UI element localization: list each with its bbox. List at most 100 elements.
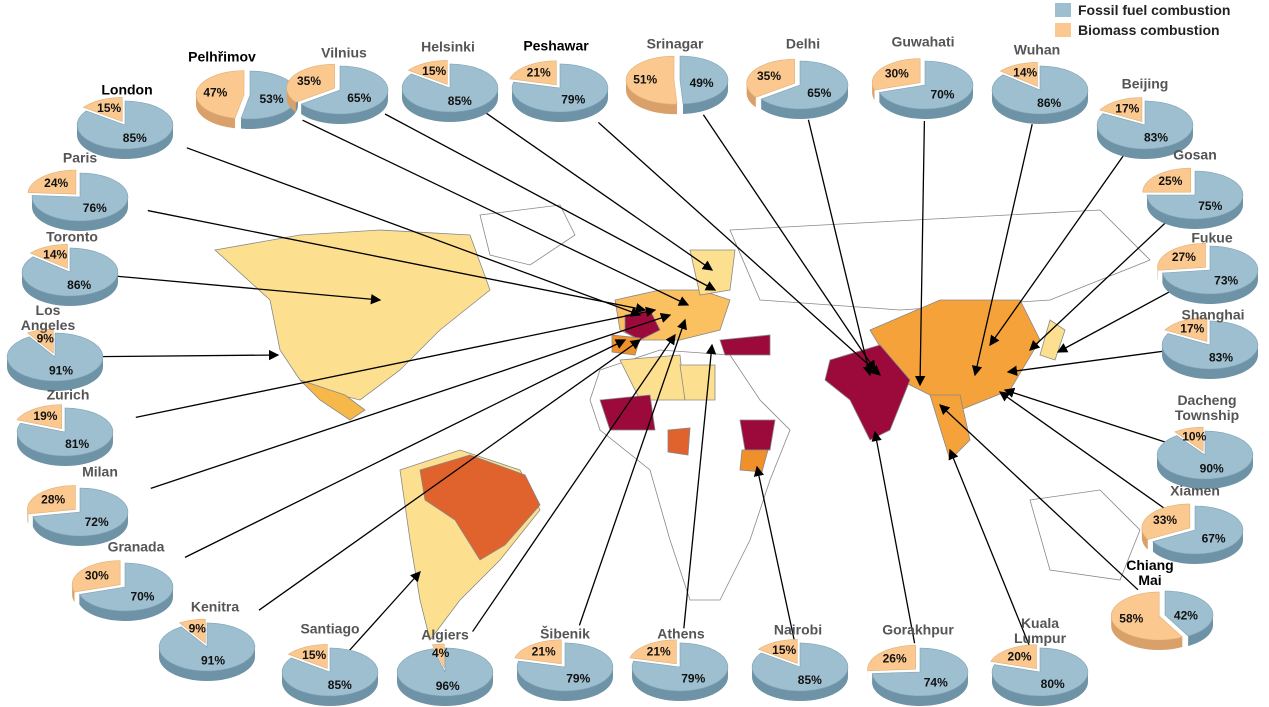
fossil-percent: 74% (924, 676, 948, 690)
city-label: Kenitra (190, 598, 240, 615)
pie-side (1188, 615, 1213, 647)
arrow (1006, 347, 1186, 376)
pie-slice (751, 642, 849, 692)
biomass-percent: 4% (432, 646, 450, 660)
city-label: Algiers (421, 626, 469, 643)
fossil-percent: 79% (561, 93, 585, 107)
pie-side (159, 647, 255, 681)
pie-slice (16, 407, 114, 457)
pie-slice (1110, 591, 1183, 641)
pie-slice (407, 60, 448, 85)
pie-slice (178, 618, 206, 644)
city-label: Srinagar (646, 35, 704, 52)
city-label: Athens (657, 625, 705, 642)
biomass-percent: 9% (189, 622, 207, 636)
arrow (135, 306, 657, 418)
pie-side (7, 357, 103, 391)
biomass-percent: 58% (1119, 612, 1143, 626)
pie-side (1162, 270, 1258, 304)
arrow (1003, 387, 1182, 448)
pie-slice (32, 487, 129, 537)
pie-side (79, 587, 173, 621)
fossil-percent: 49% (690, 76, 714, 90)
pie-slice (16, 404, 62, 430)
city-label: Pelhřimov (188, 48, 256, 65)
pie-slice (26, 328, 54, 354)
biomass-percent: 15% (97, 101, 121, 115)
fossil-percent: 76% (83, 201, 107, 215)
pie-side (992, 672, 1088, 706)
pie-slice (71, 560, 121, 593)
pie-side (746, 83, 756, 108)
fossil-percent: 70% (930, 88, 954, 102)
arrow (184, 339, 627, 558)
pie-side (77, 125, 173, 159)
city-label: Fukue (1191, 229, 1233, 246)
pie-slice (509, 60, 557, 86)
pie-slice (991, 65, 1089, 115)
biomass-percent: 28% (41, 492, 65, 506)
pie-side (32, 512, 128, 546)
biomass-percent: 21% (647, 645, 671, 659)
arrow (150, 312, 672, 489)
pie-side (397, 672, 493, 706)
pie-slice (625, 55, 678, 105)
fossil-percent: 53% (259, 92, 283, 106)
pie-side (683, 80, 728, 114)
japan (1039, 319, 1066, 361)
pie-slice (1164, 590, 1214, 637)
pie-slice (757, 639, 798, 664)
pie-side (517, 667, 613, 701)
mexico (299, 379, 366, 421)
biomass-percent: 15% (302, 648, 326, 662)
city-label: Vilnius (321, 44, 367, 61)
fossil-percent: 83% (1209, 350, 1233, 364)
ethiopia (739, 419, 776, 451)
biomass-percent: 27% (1172, 250, 1196, 264)
pie-side (196, 94, 236, 129)
arrow (871, 430, 916, 644)
legend-label: Fossil fuel combustion (1078, 2, 1231, 18)
arrow (384, 113, 717, 291)
pie-side (17, 432, 113, 466)
fossil-percent: 42% (1174, 608, 1198, 622)
biomass-percent: 30% (885, 66, 909, 80)
pie-side (32, 197, 128, 231)
pie-slice (679, 55, 729, 105)
city-label: Granada (107, 538, 165, 555)
city-label: Shanghai (1181, 306, 1245, 323)
fossil-percent: 86% (1037, 96, 1061, 110)
biomass-percent: 21% (527, 66, 551, 80)
arrow (147, 209, 647, 314)
pie-slice (1164, 317, 1208, 342)
biomass-percent: 35% (297, 74, 321, 88)
arrow (971, 124, 1033, 377)
pie-slice (1161, 320, 1259, 370)
pie-side (301, 90, 388, 124)
pie-slice (990, 644, 1037, 670)
arrow (597, 121, 881, 376)
arrow (683, 343, 717, 629)
pie-slice (1161, 245, 1259, 295)
arrow (807, 119, 873, 377)
pie-slice (31, 172, 129, 222)
pie-side (22, 272, 118, 306)
fossil-percent: 73% (1214, 273, 1238, 287)
biomass-percent: 24% (44, 176, 68, 190)
pie-slice (6, 332, 104, 382)
arrow (340, 571, 421, 661)
pie-side (632, 667, 728, 701)
biomass-percent: 25% (1158, 174, 1182, 188)
arrow (578, 318, 687, 626)
fossil-percent: 85% (448, 94, 472, 108)
city-label: Peshawar (523, 37, 589, 54)
biomass-percent: 10% (1182, 430, 1206, 444)
arrow (481, 109, 714, 271)
biomass-percent: 47% (203, 85, 227, 99)
pie-slice (1099, 97, 1143, 122)
pie-slice (516, 642, 614, 692)
city-label: Toronto (46, 228, 98, 245)
fossil-percent: 65% (807, 86, 831, 100)
biomass-percent: 17% (1180, 321, 1204, 335)
